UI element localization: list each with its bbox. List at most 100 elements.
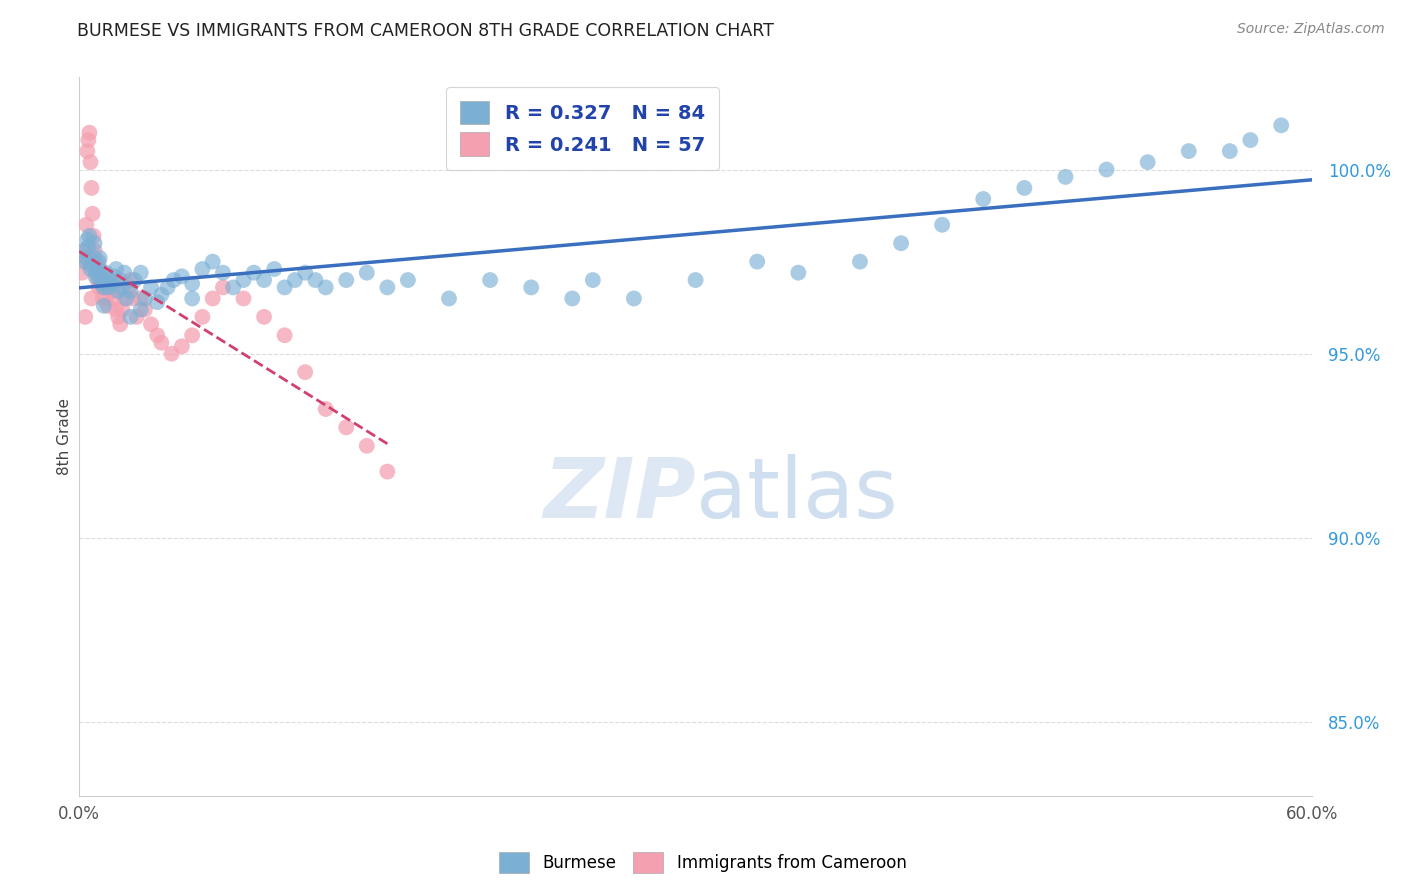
Point	[787, 266, 810, 280]
Point	[80, 258, 103, 272]
Point	[86, 273, 108, 287]
Point	[212, 266, 235, 280]
Point	[222, 280, 245, 294]
Point	[120, 273, 142, 287]
Point	[80, 181, 103, 195]
Point	[93, 280, 115, 294]
Point	[79, 262, 101, 277]
Point	[105, 302, 128, 317]
Point	[98, 273, 121, 287]
Point	[849, 254, 872, 268]
Point	[87, 254, 110, 268]
Point	[156, 280, 179, 294]
Point	[253, 273, 276, 287]
Point	[103, 269, 125, 284]
Text: atlas: atlas	[696, 453, 897, 534]
Point	[146, 328, 169, 343]
Point	[94, 273, 117, 287]
Point	[75, 310, 97, 324]
Point	[191, 262, 214, 277]
Point	[396, 273, 419, 287]
Point	[101, 284, 124, 298]
Point	[107, 310, 129, 324]
Point	[83, 244, 105, 258]
Point	[284, 273, 307, 287]
Point	[83, 236, 105, 251]
Point	[87, 280, 110, 294]
Point	[437, 292, 460, 306]
Point	[163, 273, 186, 287]
Point	[623, 292, 645, 306]
Point	[150, 287, 173, 301]
Point	[120, 310, 142, 324]
Point	[77, 133, 100, 147]
Point	[1014, 181, 1036, 195]
Point	[90, 273, 112, 287]
Point	[117, 280, 139, 294]
Point	[103, 292, 125, 306]
Point	[294, 266, 316, 280]
Point	[80, 292, 103, 306]
Point	[89, 251, 111, 265]
Legend: R = 0.327   N = 84, R = 0.241   N = 57: R = 0.327 N = 84, R = 0.241 N = 57	[446, 87, 718, 169]
Point	[86, 262, 108, 277]
Point	[98, 273, 121, 287]
Point	[75, 251, 97, 265]
Point	[105, 262, 128, 277]
Point	[94, 292, 117, 306]
Point	[146, 295, 169, 310]
Point	[134, 302, 156, 317]
Point	[90, 280, 112, 294]
Point	[1095, 162, 1118, 177]
Point	[76, 144, 98, 158]
Point	[91, 292, 114, 306]
Point	[520, 280, 543, 294]
Point	[201, 254, 224, 268]
Point	[70, 266, 93, 280]
Point	[91, 269, 114, 284]
Point	[110, 273, 132, 287]
Point	[97, 280, 120, 294]
Point	[86, 266, 108, 280]
Point	[356, 439, 378, 453]
Point	[75, 254, 97, 268]
Point	[1177, 144, 1199, 158]
Point	[112, 266, 135, 280]
Point	[304, 273, 326, 287]
Point	[294, 365, 316, 379]
Point	[129, 266, 152, 280]
Point	[139, 280, 162, 294]
Text: BURMESE VS IMMIGRANTS FROM CAMEROON 8TH GRADE CORRELATION CHART: BURMESE VS IMMIGRANTS FROM CAMEROON 8TH …	[77, 22, 775, 40]
Point	[79, 228, 101, 243]
Point	[561, 292, 583, 306]
Point	[273, 328, 295, 343]
Point	[263, 262, 285, 277]
Point	[375, 280, 398, 294]
Point	[150, 335, 173, 350]
Point	[101, 277, 124, 291]
Point	[83, 228, 105, 243]
Point	[181, 292, 204, 306]
Point	[111, 280, 134, 294]
Y-axis label: 8th Grade: 8th Grade	[58, 398, 72, 475]
Point	[77, 240, 100, 254]
Point	[181, 328, 204, 343]
Point	[335, 420, 357, 434]
Legend: Burmese, Immigrants from Cameroon: Burmese, Immigrants from Cameroon	[492, 846, 914, 880]
Text: ZIP: ZIP	[543, 453, 696, 534]
Point	[191, 310, 214, 324]
Point	[94, 266, 117, 280]
Point	[931, 218, 953, 232]
Point	[84, 254, 107, 268]
Point	[335, 273, 357, 287]
Point	[82, 207, 104, 221]
Point	[356, 266, 378, 280]
Point	[90, 277, 112, 291]
Point	[93, 299, 115, 313]
Text: Source: ZipAtlas.com: Source: ZipAtlas.com	[1237, 22, 1385, 37]
Point	[747, 254, 769, 268]
Point	[160, 347, 183, 361]
Point	[685, 273, 707, 287]
Point	[98, 280, 121, 294]
Point	[129, 302, 152, 317]
